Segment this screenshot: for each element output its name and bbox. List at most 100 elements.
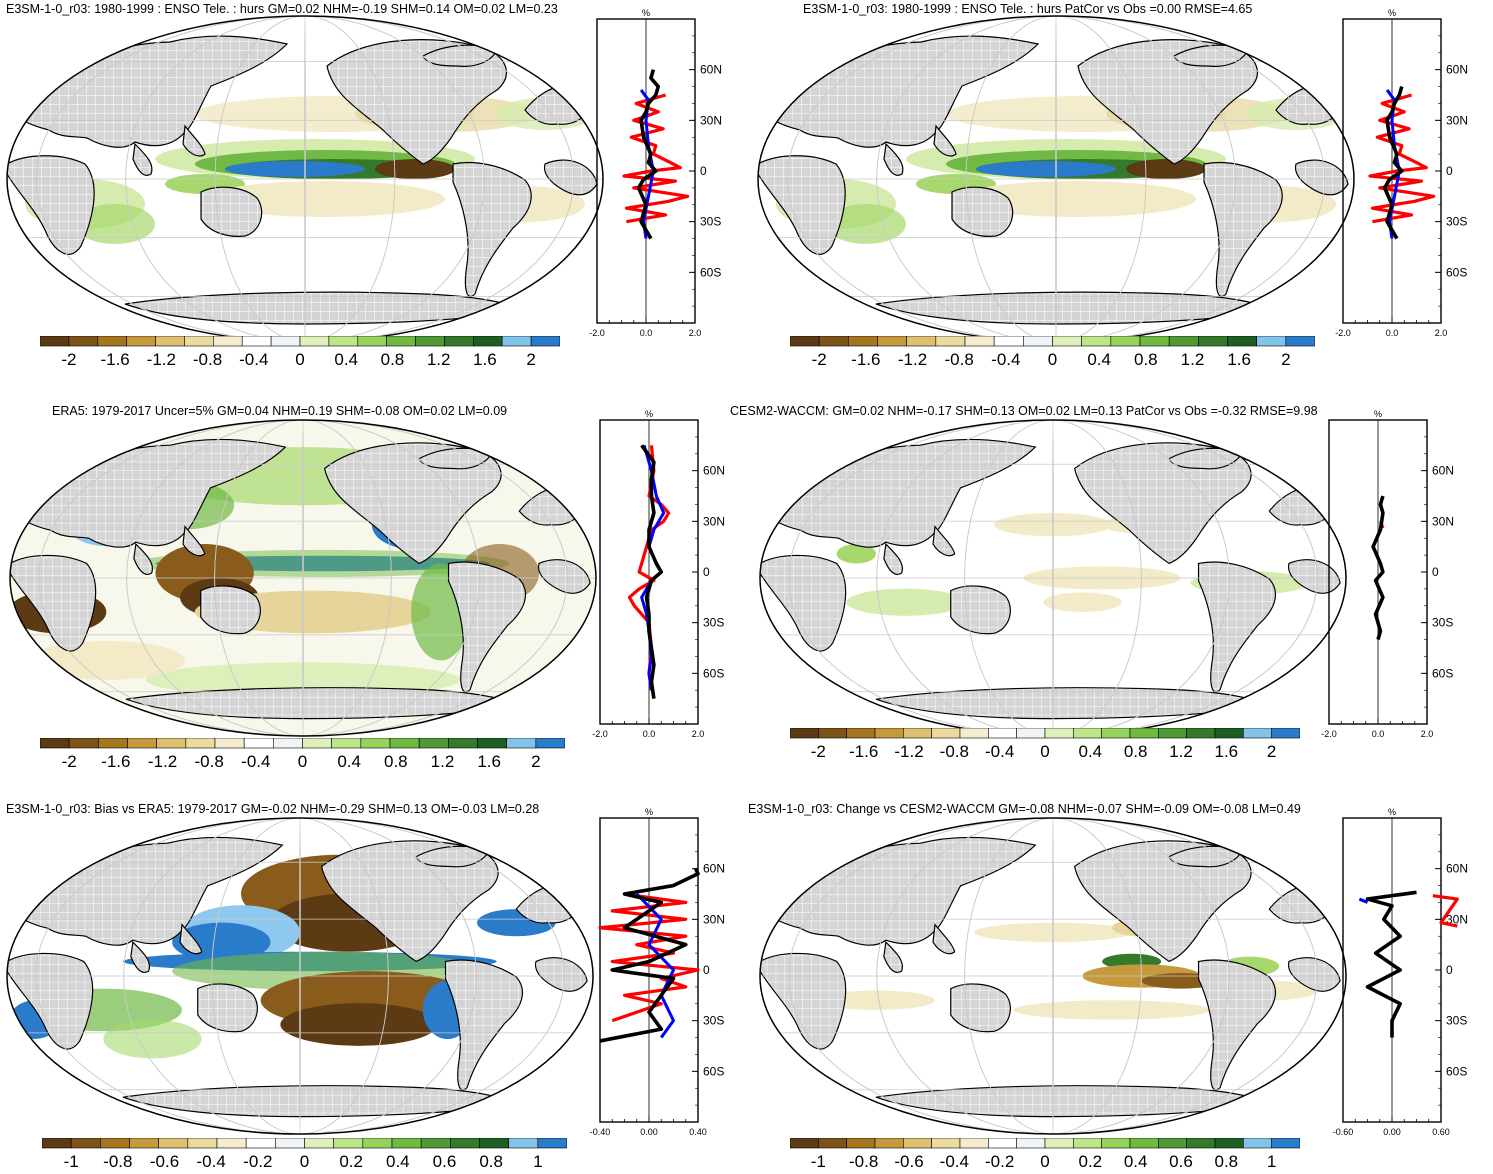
colorbar-swatch (906, 336, 937, 347)
y-tick-label: 60S (703, 1064, 724, 1078)
land-mass (452, 161, 532, 297)
land-mass (950, 983, 1011, 1033)
colorbar-swatch (184, 336, 214, 347)
land-mass (10, 554, 97, 652)
profile-series-red (598, 892, 700, 1023)
longitude-line (964, 818, 1142, 1134)
colorbar-swatch (1044, 1138, 1074, 1149)
colorbar-tick-label: -0.4 (196, 1152, 226, 1171)
land-mass (444, 959, 524, 1091)
colorbar-swatch (903, 728, 932, 739)
x-tick-label: -0.40 (590, 1127, 611, 1137)
colorbar-swatch (931, 728, 961, 739)
land-mass (1287, 559, 1341, 594)
land-mass (130, 940, 151, 973)
world-map (6, 15, 604, 343)
land-mass (883, 142, 904, 176)
colorbar-tick-label: -0.4 (985, 742, 1015, 761)
colorbar-swatch (535, 738, 565, 749)
colorbar-swatch (1158, 1138, 1187, 1149)
zonal-mean-profile: % 60N 30N 0 30S 60S -2.0 0.0 2.0 (1335, 8, 1468, 338)
colorbar-swatch (1186, 728, 1216, 739)
colorbar-swatch (1186, 1138, 1216, 1149)
colorbar-swatch (42, 1138, 72, 1149)
profile-unit: % (645, 807, 653, 817)
colorbar-tick-label: -1.6 (851, 350, 881, 369)
colorbar-swatch (98, 738, 128, 749)
profile-unit: % (1374, 409, 1382, 419)
colorbar-tick-label: -1.2 (146, 350, 176, 369)
longitude-line (214, 16, 396, 342)
y-tick-label: 30N (703, 514, 725, 528)
colorbar-swatch (68, 336, 99, 347)
colorbar-swatch (874, 728, 904, 739)
colorbar-swatch (448, 738, 478, 749)
colorbar-tick-label: -1.6 (100, 350, 130, 369)
y-tick-label: 30N (703, 912, 725, 926)
colorbar-tick-label: 1.6 (477, 752, 501, 771)
longitude-line (965, 16, 1147, 342)
colorbar-swatch (1073, 1138, 1102, 1149)
colorbar-tick-label: 0.4 (1123, 1152, 1148, 1171)
profile-unit: % (1388, 807, 1396, 817)
colorbar-tick-label: 0.8 (1214, 1152, 1239, 1171)
colorbar-tick-label: 0 (1040, 742, 1050, 761)
land-mass (7, 93, 32, 119)
colorbar-swatch (333, 1138, 364, 1149)
longitude-line (1052, 818, 1054, 1134)
colorbar-swatch (1139, 336, 1170, 347)
longitude-line (304, 16, 306, 342)
x-tick-label: 2.0 (692, 729, 705, 739)
colorbar-tick-label: 1.2 (426, 350, 451, 369)
colorbar-swatch (479, 1138, 509, 1149)
x-tick-label: 0.60 (1432, 1127, 1450, 1137)
colorbar-swatch (360, 738, 391, 749)
colorbar-swatch (1129, 728, 1159, 739)
colorbar-swatch (1110, 336, 1141, 347)
colorbar-swatch (848, 336, 878, 347)
colorbar-tick-label: -0.2 (243, 1152, 273, 1171)
colorbar-tick-label: 2 (531, 752, 541, 771)
world-map (759, 419, 1347, 737)
colorbar-swatch (1158, 728, 1187, 739)
profile-unit: % (1388, 8, 1396, 18)
longitude-line (38, 420, 568, 736)
colorbar: -2 -1.6 -1.2 -0.8 -0.4 0 0.4 0.8 1.2 1.6 2 (790, 336, 1315, 376)
land-mass (758, 93, 783, 119)
y-tick-label: 30N (1432, 514, 1454, 528)
panel-p6: E3SM-1-0_r03: Change vs CESM2-WACCM GM=-… (746, 798, 1493, 1174)
colorbar-swatch (444, 336, 474, 347)
colorbar-swatch (790, 336, 820, 347)
colorbar-tick-label: -0.4 (939, 1152, 969, 1171)
colorbar-swatch (1168, 336, 1199, 347)
anomaly-patch (1043, 592, 1122, 612)
colorbar-tick-label: -2 (810, 742, 826, 761)
panel-title: E3SM-1-0_r03: 1980-1999 : ENSO Tele. : h… (803, 2, 1253, 16)
colorbar-tick-label: 1.2 (430, 752, 455, 771)
colorbar-swatch (935, 336, 966, 347)
panel-title: CESM2-WACCM: GM=0.02 NHM=-0.17 SHM=0.13 … (730, 404, 1318, 418)
anomaly-patch (956, 181, 1196, 217)
map-outline (759, 817, 1347, 1135)
colorbar-tick-label: -0.2 (985, 1152, 1015, 1171)
colorbar-swatch (508, 1138, 539, 1149)
colorbar-swatch (846, 728, 876, 739)
panel-title: E3SM-1-0_r03: 1980-1999 : ENSO Tele. : h… (6, 2, 558, 16)
panel-p5: E3SM-1-0_r03: Bias vs ERA5: 1979-2017 GM… (0, 798, 746, 1174)
longitude-line (211, 818, 389, 1134)
colorbar-swatch (993, 336, 1024, 347)
colorbar-swatch (389, 738, 420, 749)
y-tick-label: 60N (1446, 862, 1468, 876)
y-tick-label: 60N (703, 464, 725, 478)
y-tick-label: 60S (703, 666, 724, 680)
colorbar-swatch (530, 336, 560, 347)
colorbar-tick-label: 0.8 (384, 752, 408, 771)
colorbar-tick-label: 0.8 (479, 1152, 503, 1171)
map-outline (9, 419, 597, 737)
colorbar-swatch (1016, 1138, 1046, 1149)
x-tick-label: 0.00 (1383, 1127, 1401, 1137)
colorbar-swatch (273, 738, 303, 749)
colorbar-swatch (270, 336, 301, 347)
profile-series-black (636, 69, 661, 240)
longitude-line (123, 818, 477, 1134)
